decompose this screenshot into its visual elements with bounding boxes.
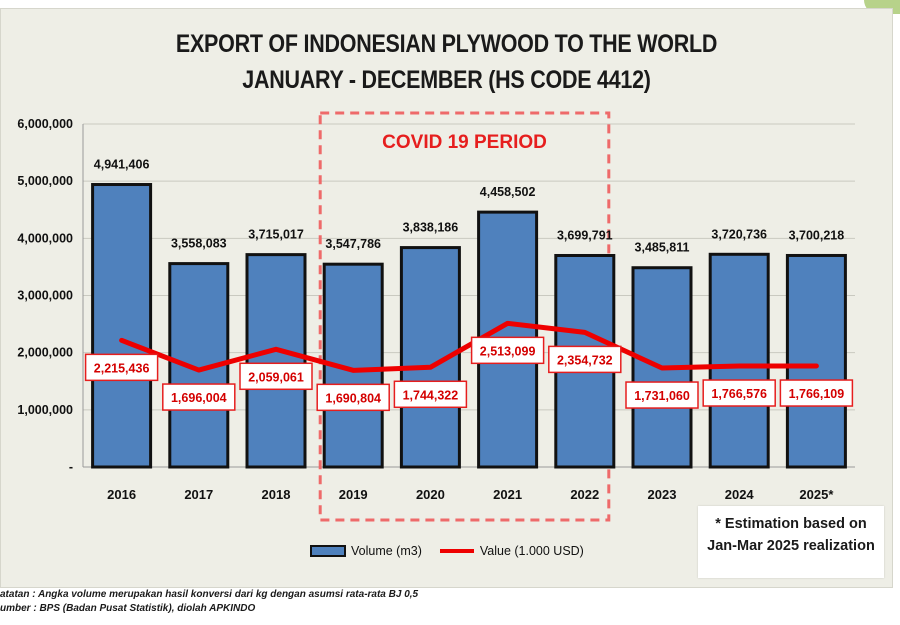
value-label: 1,744,322 <box>403 388 459 402</box>
value-label-box <box>625 381 699 409</box>
covid-period-box <box>318 111 611 522</box>
footnote-line1: * Estimation based on <box>715 516 867 532</box>
bar-volume-label: 3,485,811 <box>635 241 690 255</box>
y-tick-label: 5,000,000 <box>17 174 73 188</box>
value-label: 1,766,109 <box>789 387 845 401</box>
bar-volume <box>91 183 153 469</box>
bar-volume-label: 3,715,017 <box>248 228 304 242</box>
bar-volume-label: 3,700,218 <box>789 228 845 242</box>
estimation-footnote: * Estimation based on Jan-Mar 2025 reali… <box>698 506 884 578</box>
bar-volume-label: 4,941,406 <box>94 158 150 172</box>
legend-volume-label: Volume (m3) <box>351 544 422 558</box>
note-line2: umber : BPS (Badan Pusat Statistik), dio… <box>0 603 256 614</box>
bar-volume-label: 3,838,186 <box>403 221 459 235</box>
chart-legend: Volume (m3) Value (1.000 USD) <box>310 541 584 561</box>
covid-period-label: COVID 19 PERIOD <box>382 132 547 153</box>
bar-volume <box>708 252 770 469</box>
x-tick-label: 2023 <box>648 487 677 502</box>
x-tick-label: 2024 <box>725 487 755 502</box>
bar-volume-label: 3,720,736 <box>711 227 767 241</box>
y-tick-label: 6,000,000 <box>17 117 73 131</box>
value-label: 2,513,099 <box>480 344 536 358</box>
bar-volume-label: 3,699,791 <box>557 228 613 242</box>
bar-volume <box>785 253 847 469</box>
value-label-box <box>239 362 313 391</box>
value-label: 2,059,061 <box>248 370 304 384</box>
value-label: 1,766,576 <box>711 387 767 401</box>
bar-volume <box>245 253 307 469</box>
y-tick-label: 2,000,000 <box>17 346 73 360</box>
value-label-box <box>779 379 854 407</box>
legend-value-swatch <box>439 549 474 553</box>
value-label: 1,696,004 <box>171 391 227 405</box>
bar-volume-label: 4,458,502 <box>480 185 536 199</box>
x-tick-label: 2017 <box>184 487 213 502</box>
value-label: 2,215,436 <box>94 361 150 375</box>
y-tick-label: 3,000,000 <box>17 289 73 303</box>
value-label-box <box>470 336 545 365</box>
value-label-box <box>316 383 390 412</box>
value-label: 1,731,060 <box>634 389 690 403</box>
bar-volume-label: 3,547,786 <box>325 237 381 251</box>
x-tick-label: 2022 <box>570 487 599 502</box>
value-label-box <box>702 379 776 407</box>
y-tick-label: 4,000,000 <box>17 231 73 245</box>
value-label: 1,690,804 <box>325 391 381 405</box>
value-label: 2,354,732 <box>557 353 613 367</box>
legend-volume-swatch <box>310 545 346 557</box>
bar-volume-label: 3,558,083 <box>171 237 227 251</box>
x-tick-label: 2018 <box>262 487 291 502</box>
chart-title-line2: JANUARY - DECEMBER (HS CODE 4412) <box>242 66 651 94</box>
x-tick-label: 2016 <box>107 487 136 502</box>
y-tick-label: 1,000,000 <box>17 403 73 417</box>
value-label-box <box>393 380 468 409</box>
legend-value-label: Value (1.000 USD) <box>479 544 584 558</box>
source-notes: atatan : Angka volume merupakan hasil ko… <box>0 588 418 616</box>
y-tick-label: - <box>69 460 73 474</box>
footnote-line2: Jan-Mar 2025 realization <box>707 538 875 554</box>
note-line1: atatan : Angka volume merupakan hasil ko… <box>0 589 419 600</box>
x-tick-label: 2025* <box>799 487 834 502</box>
x-tick-label: 2021 <box>493 487 522 502</box>
value-line <box>119 320 819 373</box>
value-label-box <box>162 383 236 411</box>
chart-title-line1: EXPORT OF INDONESIAN PLYWOOD TO THE WORL… <box>175 30 718 58</box>
value-label-box <box>84 353 159 382</box>
value-label-box <box>548 345 622 374</box>
x-tick-label: 2019 <box>339 487 368 502</box>
x-tick-label: 2020 <box>416 487 445 502</box>
